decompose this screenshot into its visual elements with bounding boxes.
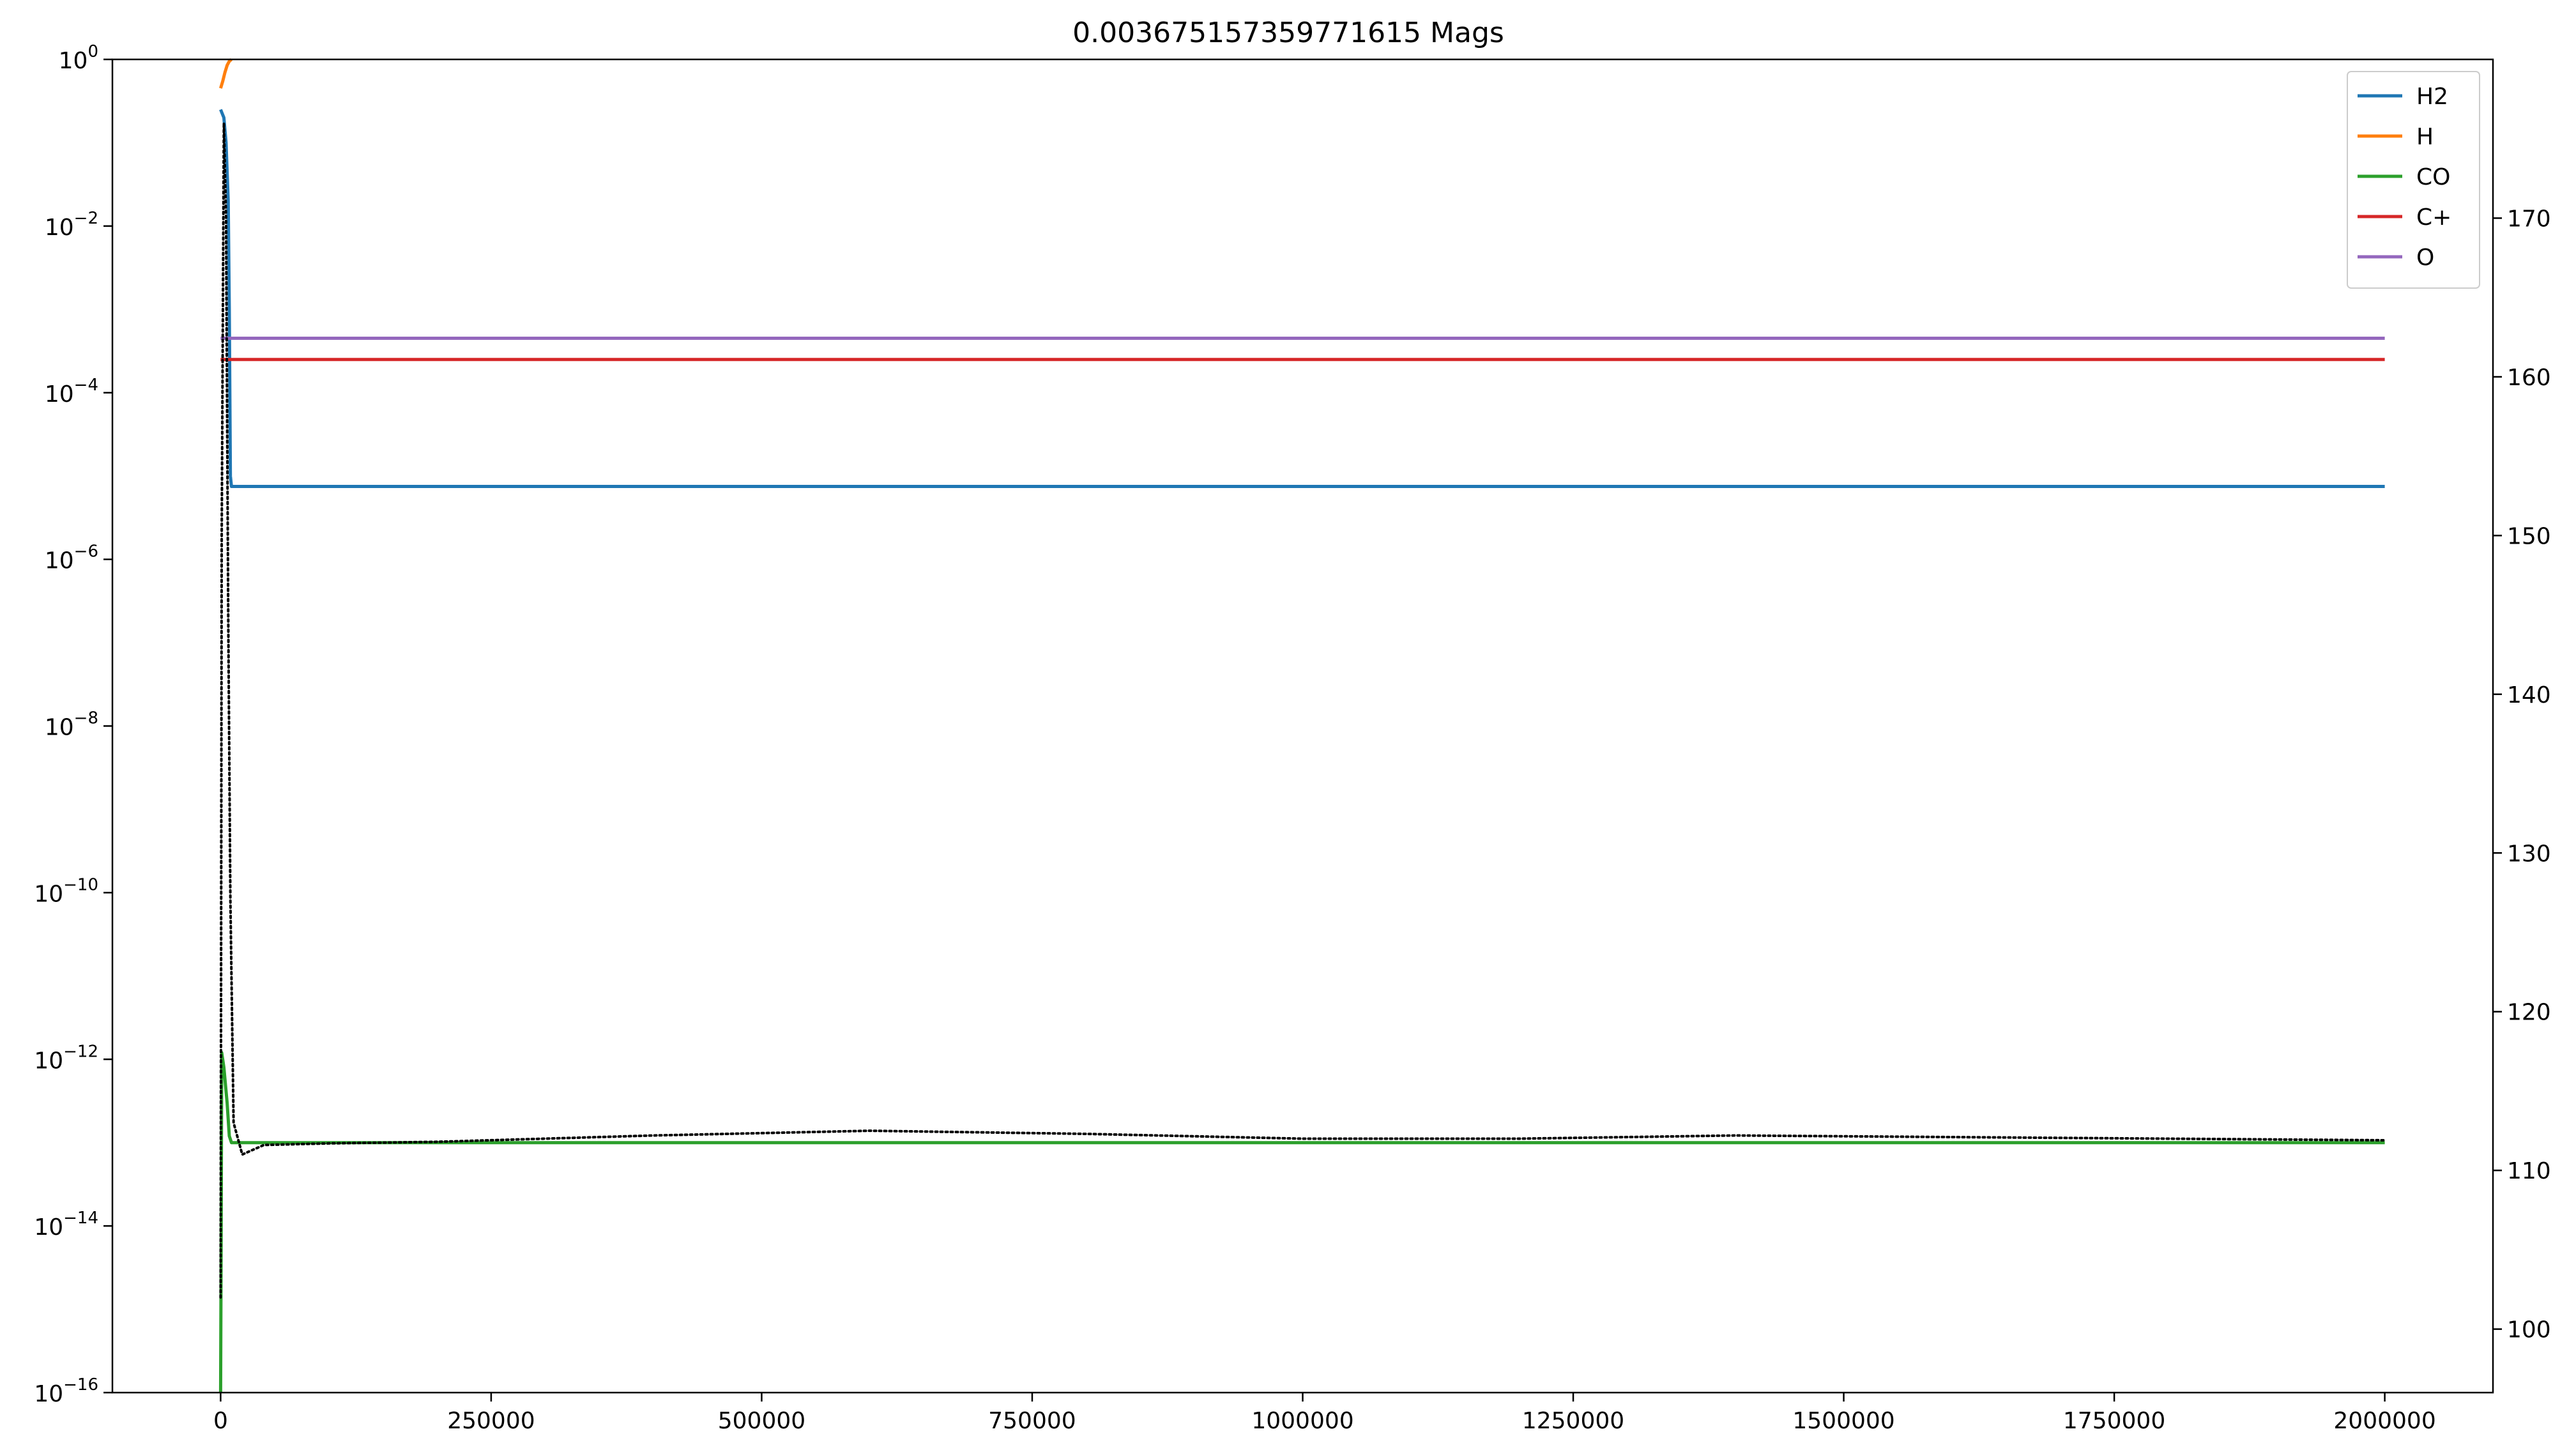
- y2-tick-label: 100: [2507, 1317, 2551, 1343]
- y-axis-left: 100 10−2 10−4 10−6 10−8 10−10 10−12 10−14 10−16: [34, 42, 112, 1407]
- x-tick-label: 0: [213, 1408, 228, 1434]
- y-tick-label: 10−16: [34, 1375, 98, 1407]
- y-tick-label: 10−10: [34, 875, 98, 907]
- x-tick-label: 1250000: [1522, 1408, 1624, 1434]
- legend-label-co: CO: [2416, 164, 2450, 190]
- x-tick-label: 1750000: [2063, 1408, 2165, 1434]
- y-axis-right: 100 110 120 130 140 150 160 170: [2493, 206, 2551, 1343]
- y-tick-label: 10−12: [34, 1042, 98, 1074]
- x-tick-label: 1000000: [1251, 1408, 1353, 1434]
- y2-tick-label: 130: [2507, 841, 2551, 867]
- legend-label-h2: H2: [2416, 84, 2448, 110]
- series-line-co: [218, 1051, 2385, 1393]
- x-tick-label: 500000: [718, 1408, 805, 1434]
- legend-box: [2347, 71, 2480, 289]
- y2-tick-label: 150: [2507, 523, 2551, 549]
- series-layer: [218, 58, 2386, 1393]
- y-tick-label: 10−6: [45, 542, 98, 574]
- y2-tick-label: 120: [2507, 1000, 2551, 1026]
- y-tick-label: 10−14: [34, 1209, 98, 1241]
- legend-label-c-: C+: [2416, 204, 2451, 231]
- x-tick-label: 750000: [988, 1408, 1076, 1434]
- y2-tick-label: 170: [2507, 206, 2551, 232]
- series-line-h: [219, 58, 233, 89]
- legend-label-o: O: [2416, 245, 2434, 271]
- legend-label-h: H: [2416, 124, 2434, 150]
- y-tick-label: 10−8: [45, 709, 98, 741]
- chart-title: 0.003675157359771615 Mags: [1072, 17, 1504, 49]
- y2-tick-label: 110: [2507, 1158, 2551, 1184]
- legend: H2 H CO C+ O: [2347, 71, 2480, 289]
- series-line-h2: [219, 109, 2385, 488]
- y2-tick-label: 160: [2507, 365, 2551, 391]
- x-tick-label: 250000: [447, 1408, 535, 1434]
- y-tick-label: 10−4: [45, 376, 98, 408]
- series-line-5: [219, 121, 2386, 1299]
- x-tick-label: 2000000: [2333, 1408, 2435, 1434]
- x-tick-label: 1500000: [1792, 1408, 1894, 1434]
- x-axis: 0 250000 500000 750000 1000000 1250000 1500000…: [213, 1393, 2436, 1434]
- y-tick-label: 100: [59, 42, 98, 74]
- y2-tick-label: 140: [2507, 682, 2551, 708]
- y-tick-label: 10−2: [45, 209, 98, 241]
